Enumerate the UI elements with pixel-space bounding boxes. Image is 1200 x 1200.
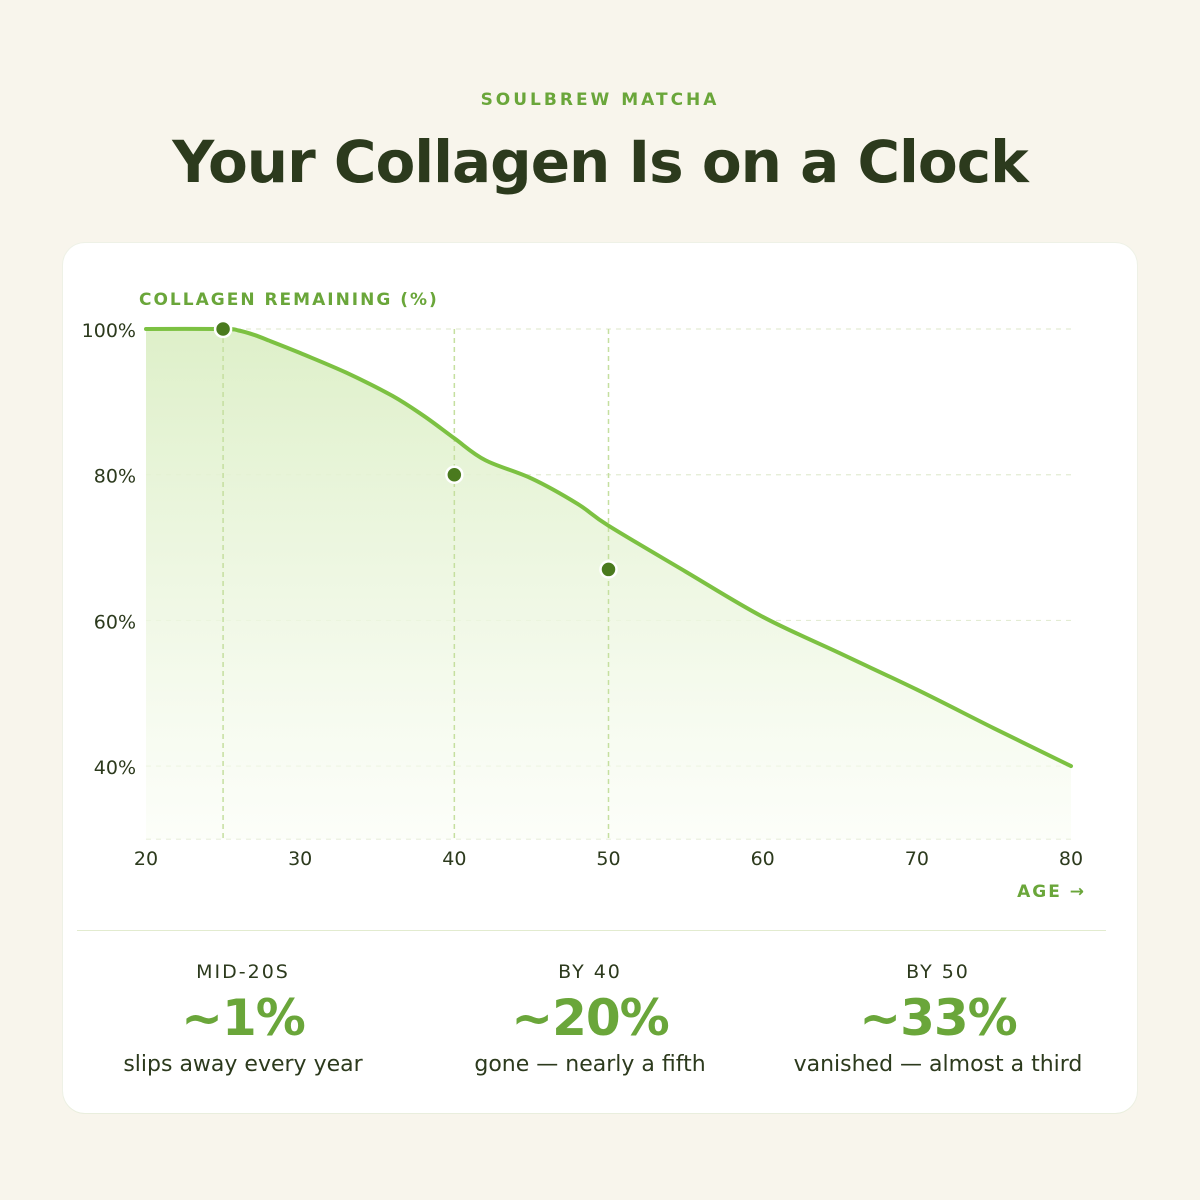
collagen-line [144, 326, 1073, 769]
stat-description: slips away every year [123, 1052, 363, 1077]
x-tick-label: 30 [288, 848, 312, 870]
x-axis-label: AGE → [1017, 882, 1086, 902]
x-tick-label: 70 [905, 848, 929, 870]
stat-label: BY 50 [906, 961, 970, 983]
x-tick-label: 50 [596, 848, 620, 870]
brand-label: SOULBREW MATCHA [480, 90, 720, 110]
y-tick-label: 100% [82, 320, 136, 342]
stat-label: MID-20S [196, 961, 290, 983]
y-axis-label: COLLAGEN REMAINING (%) [139, 290, 439, 310]
stat-by-40: BY 40 ~20% gone — nearly a fifth [410, 958, 770, 1080]
y-tick-label: 60% [94, 611, 136, 633]
data-point-marker [599, 560, 618, 579]
divider [77, 930, 1106, 931]
stat-label: BY 40 [558, 961, 622, 983]
x-tick-label: 20 [134, 848, 158, 870]
stat-description: vanished — almost a third [793, 1052, 1083, 1077]
data-point-marker [213, 319, 233, 339]
stat-by-50: BY 50 ~33% vanished — almost a third [758, 958, 1118, 1080]
stat-description: gone — nearly a fifth [474, 1052, 706, 1077]
x-tick-label: 40 [442, 848, 466, 870]
stat-value: ~20% [511, 989, 670, 1047]
x-tick-label: 80 [1059, 848, 1083, 870]
y-tick-label: 40% [94, 757, 136, 779]
y-tick-label: 80% [94, 466, 136, 488]
x-tick-label: 60 [751, 848, 775, 870]
page-title: Your Collagen Is on a Clock [172, 128, 1028, 196]
data-point-marker [445, 465, 464, 484]
stat-mid-20s: MID-20S ~1% slips away every year [63, 958, 423, 1080]
stat-value: ~33% [859, 989, 1018, 1047]
stat-value: ~1% [181, 989, 306, 1047]
